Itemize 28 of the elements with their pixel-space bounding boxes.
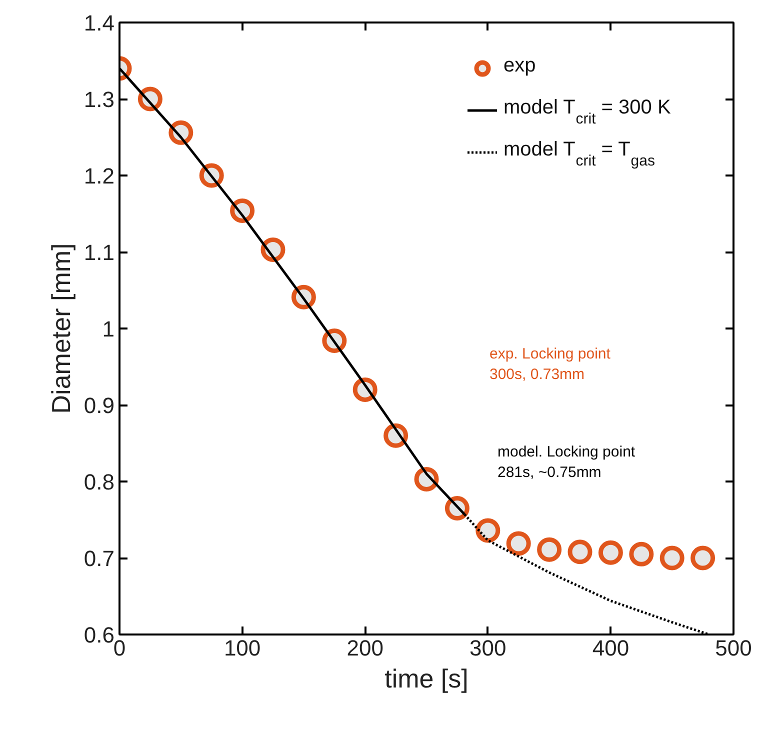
point xyxy=(660,546,684,570)
y-tick-label: 1.1 xyxy=(84,240,115,265)
y-tick-label: 0.9 xyxy=(84,393,115,418)
point xyxy=(476,518,500,543)
point xyxy=(598,540,623,565)
point xyxy=(568,540,592,564)
y-tick-label: 1.2 xyxy=(84,164,115,188)
y-tick-label: 1.4 xyxy=(84,10,115,36)
x-tick-label: 200 xyxy=(346,636,384,660)
y-tick-label: 1.3 xyxy=(84,87,115,112)
y-tick-label: 0.8 xyxy=(84,470,115,494)
y-tick-label: 0.6 xyxy=(84,622,115,648)
y-axis-title: Diameter [mm] xyxy=(46,243,76,414)
x-tick-label: 100 xyxy=(224,636,261,660)
point xyxy=(537,537,562,562)
legend-label: exp xyxy=(504,54,536,76)
x-axis-title: time [s] xyxy=(384,664,468,694)
point xyxy=(506,531,531,556)
y-tick-label: 0.7 xyxy=(84,546,115,571)
x-tick-label: 300 xyxy=(470,636,506,660)
y-tick-label: 1 xyxy=(102,316,115,342)
x-tick-label: 0 xyxy=(113,636,126,660)
annotation: exp. Locking point 300s, 0.73mm xyxy=(490,346,612,383)
x-tick-label: 500 xyxy=(715,636,752,660)
x-tick-label: 400 xyxy=(592,636,630,660)
point xyxy=(690,546,716,570)
point xyxy=(629,542,654,566)
annotation: model. Locking point 281s, ~0.75mm xyxy=(498,444,636,481)
